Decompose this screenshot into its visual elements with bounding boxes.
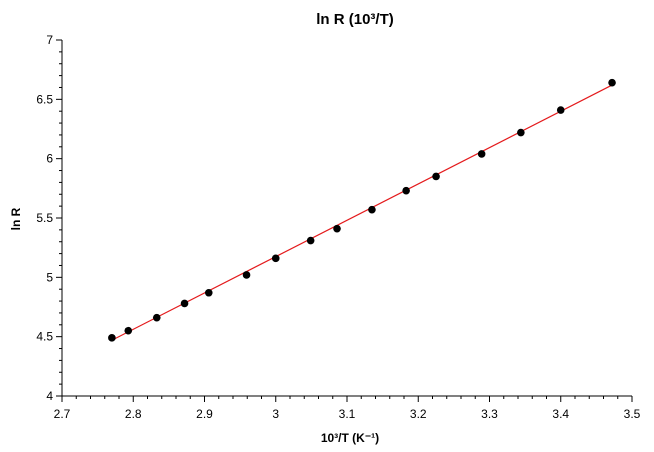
y-ticks-group: 4 4.5 5 5.5 6 6.5 7: [36, 33, 62, 403]
x-tick-label: 3: [272, 407, 279, 421]
fit-line: [111, 84, 613, 341]
x-tick-label: 3.3: [481, 407, 498, 421]
y-tick-label: 5: [46, 270, 53, 284]
data-point: [204, 288, 213, 297]
x-tick-label: 3.2: [410, 407, 427, 421]
y-axis-label: ln R: [9, 207, 23, 230]
data-point: [432, 172, 440, 181]
chart-title: ln R (10³/T): [316, 11, 394, 28]
data-point: [124, 326, 133, 335]
y-tick-label: 5.5: [36, 211, 53, 225]
x-tick-label: 2.8: [125, 407, 142, 421]
x-tick-label: 3.5: [624, 407, 641, 421]
y-tick-label: 4.5: [36, 330, 53, 344]
x-axis-label: 10³/T (K⁻¹): [321, 431, 379, 445]
data-point: [242, 271, 251, 279]
data-point: [271, 254, 280, 263]
data-point: [368, 205, 376, 214]
x-tick-label: 2.7: [54, 407, 71, 421]
data-point: [517, 128, 525, 137]
x-tick-label: 3.4: [552, 407, 569, 421]
data-point: [608, 78, 616, 87]
data-point: [477, 150, 486, 158]
y-tick-label: 4: [46, 389, 53, 403]
data-point: [556, 106, 565, 114]
data-point: [333, 224, 341, 233]
x-ticks-group: 2.7 2.8 2.9 3 3.1 3.2 3.3 3.4 3.5: [54, 396, 641, 421]
y-tick-label: 6.5: [36, 92, 53, 106]
y-tick-label: 7: [46, 33, 53, 47]
x-tick-label: 3.1: [339, 407, 356, 421]
data-point: [402, 186, 410, 195]
series-group: [108, 78, 616, 342]
data-point: [108, 334, 116, 342]
data-point: [306, 236, 315, 245]
data-point: [152, 313, 161, 322]
data-point: [180, 299, 189, 308]
x-tick-label: 2.9: [196, 407, 213, 421]
y-tick-label: 6: [46, 152, 53, 166]
axes-group: [61, 40, 632, 397]
